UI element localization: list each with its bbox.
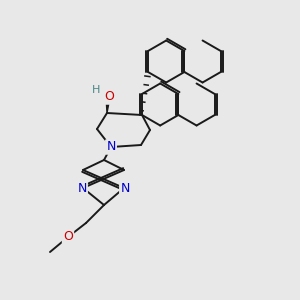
Text: N: N (106, 140, 116, 154)
Text: O: O (104, 91, 114, 103)
Polygon shape (106, 97, 110, 113)
Text: N: N (77, 182, 87, 194)
Text: O: O (63, 230, 73, 244)
Text: N: N (120, 182, 130, 194)
Text: H: H (92, 85, 100, 95)
